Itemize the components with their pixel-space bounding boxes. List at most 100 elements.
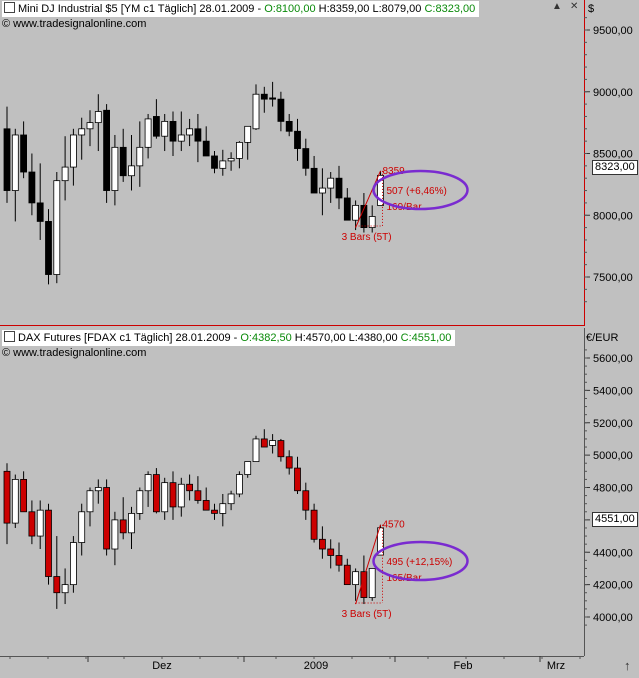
panel1-candle [202,140,210,157]
panel1-y-tick-label: 8500,00 [593,149,633,161]
panel1-low: L:8079,00 [372,3,422,15]
panel1-candle [111,146,119,191]
time-axis-label: Mrz [547,660,565,672]
panel2-candle [53,576,61,594]
panel1-candle [260,93,268,100]
panel2-currency: €/EUR [586,332,618,344]
panel1-y-tick-label: 9500,00 [593,25,633,37]
panel1-candle [252,93,260,130]
panel1-trend-line [355,170,381,228]
panel2-candle [128,513,135,534]
candle-icon [4,331,15,342]
panel2-candle [368,568,376,598]
panel2-candle [70,542,77,586]
panel1-candle [310,167,318,194]
panel1-candle [11,134,19,191]
panel2-candle [277,440,285,458]
panel1-price-label: 8359 [383,166,406,177]
panel1-candle [227,158,235,162]
panel2-candle [252,438,260,463]
panel2-candle [111,519,119,550]
panel2-candle [61,584,69,594]
panel1-copyright: © www.tradesignalonline.com [2,18,147,30]
panel2-y-tick-label: 5200,00 [593,418,633,430]
panel2-y-tick-label: 4000,00 [593,612,633,624]
panel1-header: Mini DJ Industrial $5 [YM c1 Täglich] 28… [2,1,480,17]
panel1-candle [86,122,94,130]
panel1-y-tick-label: 9000,00 [593,87,633,99]
panel2-candle [302,490,310,511]
panel2-plot-area [0,328,584,656]
panel2-candle [219,503,227,514]
panel2-candle [78,511,86,543]
panel2-candle [161,482,169,513]
panel2-candle [20,479,28,513]
panel1-close-button[interactable]: ✕ [570,1,579,12]
panel1-candle [294,130,301,149]
panel2-y-tick-label: 5400,00 [593,385,633,397]
panel1-candle [136,146,144,167]
panel2-candle [327,548,335,556]
panel2-candle [285,456,293,469]
panel2-copyright: © www.tradesignalonline.com [2,347,147,359]
panel2-candle [144,474,152,492]
panel1-candle [194,128,202,142]
panel1-open: O:8100,00 [264,3,316,15]
panel1-candle [219,160,227,169]
panel2-candle [103,487,110,550]
panel2-candle [352,571,360,586]
panel1-candle [94,111,102,124]
panel2-title: DAX Futures [FDAX c1 Täglich] 28.01.2009… [18,332,241,344]
panel1-plot-area [0,0,584,325]
panel1-candle [177,134,185,142]
panel1-candle [161,120,169,137]
panel2-close: C:4551,00 [400,332,452,344]
panel2-candle [310,509,318,540]
panel1-candle [152,116,160,137]
panel1-candle [244,125,252,143]
panel1-candle [211,155,218,169]
panel2-candle [194,490,202,501]
panel2-open: O:4382,50 [240,332,292,344]
panel2-candle [169,482,177,508]
panel1-bars-label: 3 Bars (5T) [342,232,392,243]
panel1-candle [343,197,351,221]
panel2-candle [360,571,368,598]
panel1-candle [3,128,11,191]
panel1-high: H:8359,00 [318,3,370,15]
panel1-close: C:8323,00 [424,3,476,15]
panel1-candle [144,118,152,148]
panel1-candle [335,177,343,199]
panel2-low: L:4380,00 [348,332,398,344]
scroll-up-button[interactable]: ↑ [624,658,631,673]
panel1-candle [327,177,335,189]
panel2-candle [211,509,218,514]
panel2-y-tick-label: 4200,00 [593,580,633,592]
panel2-change-label: 495 (+12,15%) [387,557,453,568]
panel2-candle [244,461,252,475]
time-axis-label: Dez [152,660,172,672]
panel1-candle [36,202,44,222]
panel1-change-label: 507 (+6,46%) [387,186,447,197]
panel2-high: H:4570,00 [294,332,346,344]
panel1-current-price: 8323,00 [592,160,638,175]
panel2-candle [86,490,94,513]
panel1-candle [186,128,194,136]
panel1-candle [269,97,277,100]
candle-icon [4,2,15,13]
panel2-candle [136,490,144,514]
panel2-candle [227,493,235,505]
panel1-title: Mini DJ Industrial $5 [YM c1 Täglich] 28… [18,3,265,15]
panel1-candle [20,134,28,173]
panel2-candle [377,527,384,556]
panel1-candle [318,187,326,194]
panel2-candle [202,500,210,511]
panel1-candle [78,128,86,136]
panel2-current-price: 4551,00 [592,512,638,527]
panel1-candle [169,120,177,142]
panel1-up-button[interactable]: ▲ [552,1,562,12]
panel2-candle [119,519,127,534]
panel2-candle [343,564,351,586]
panel2-candle [94,487,102,492]
